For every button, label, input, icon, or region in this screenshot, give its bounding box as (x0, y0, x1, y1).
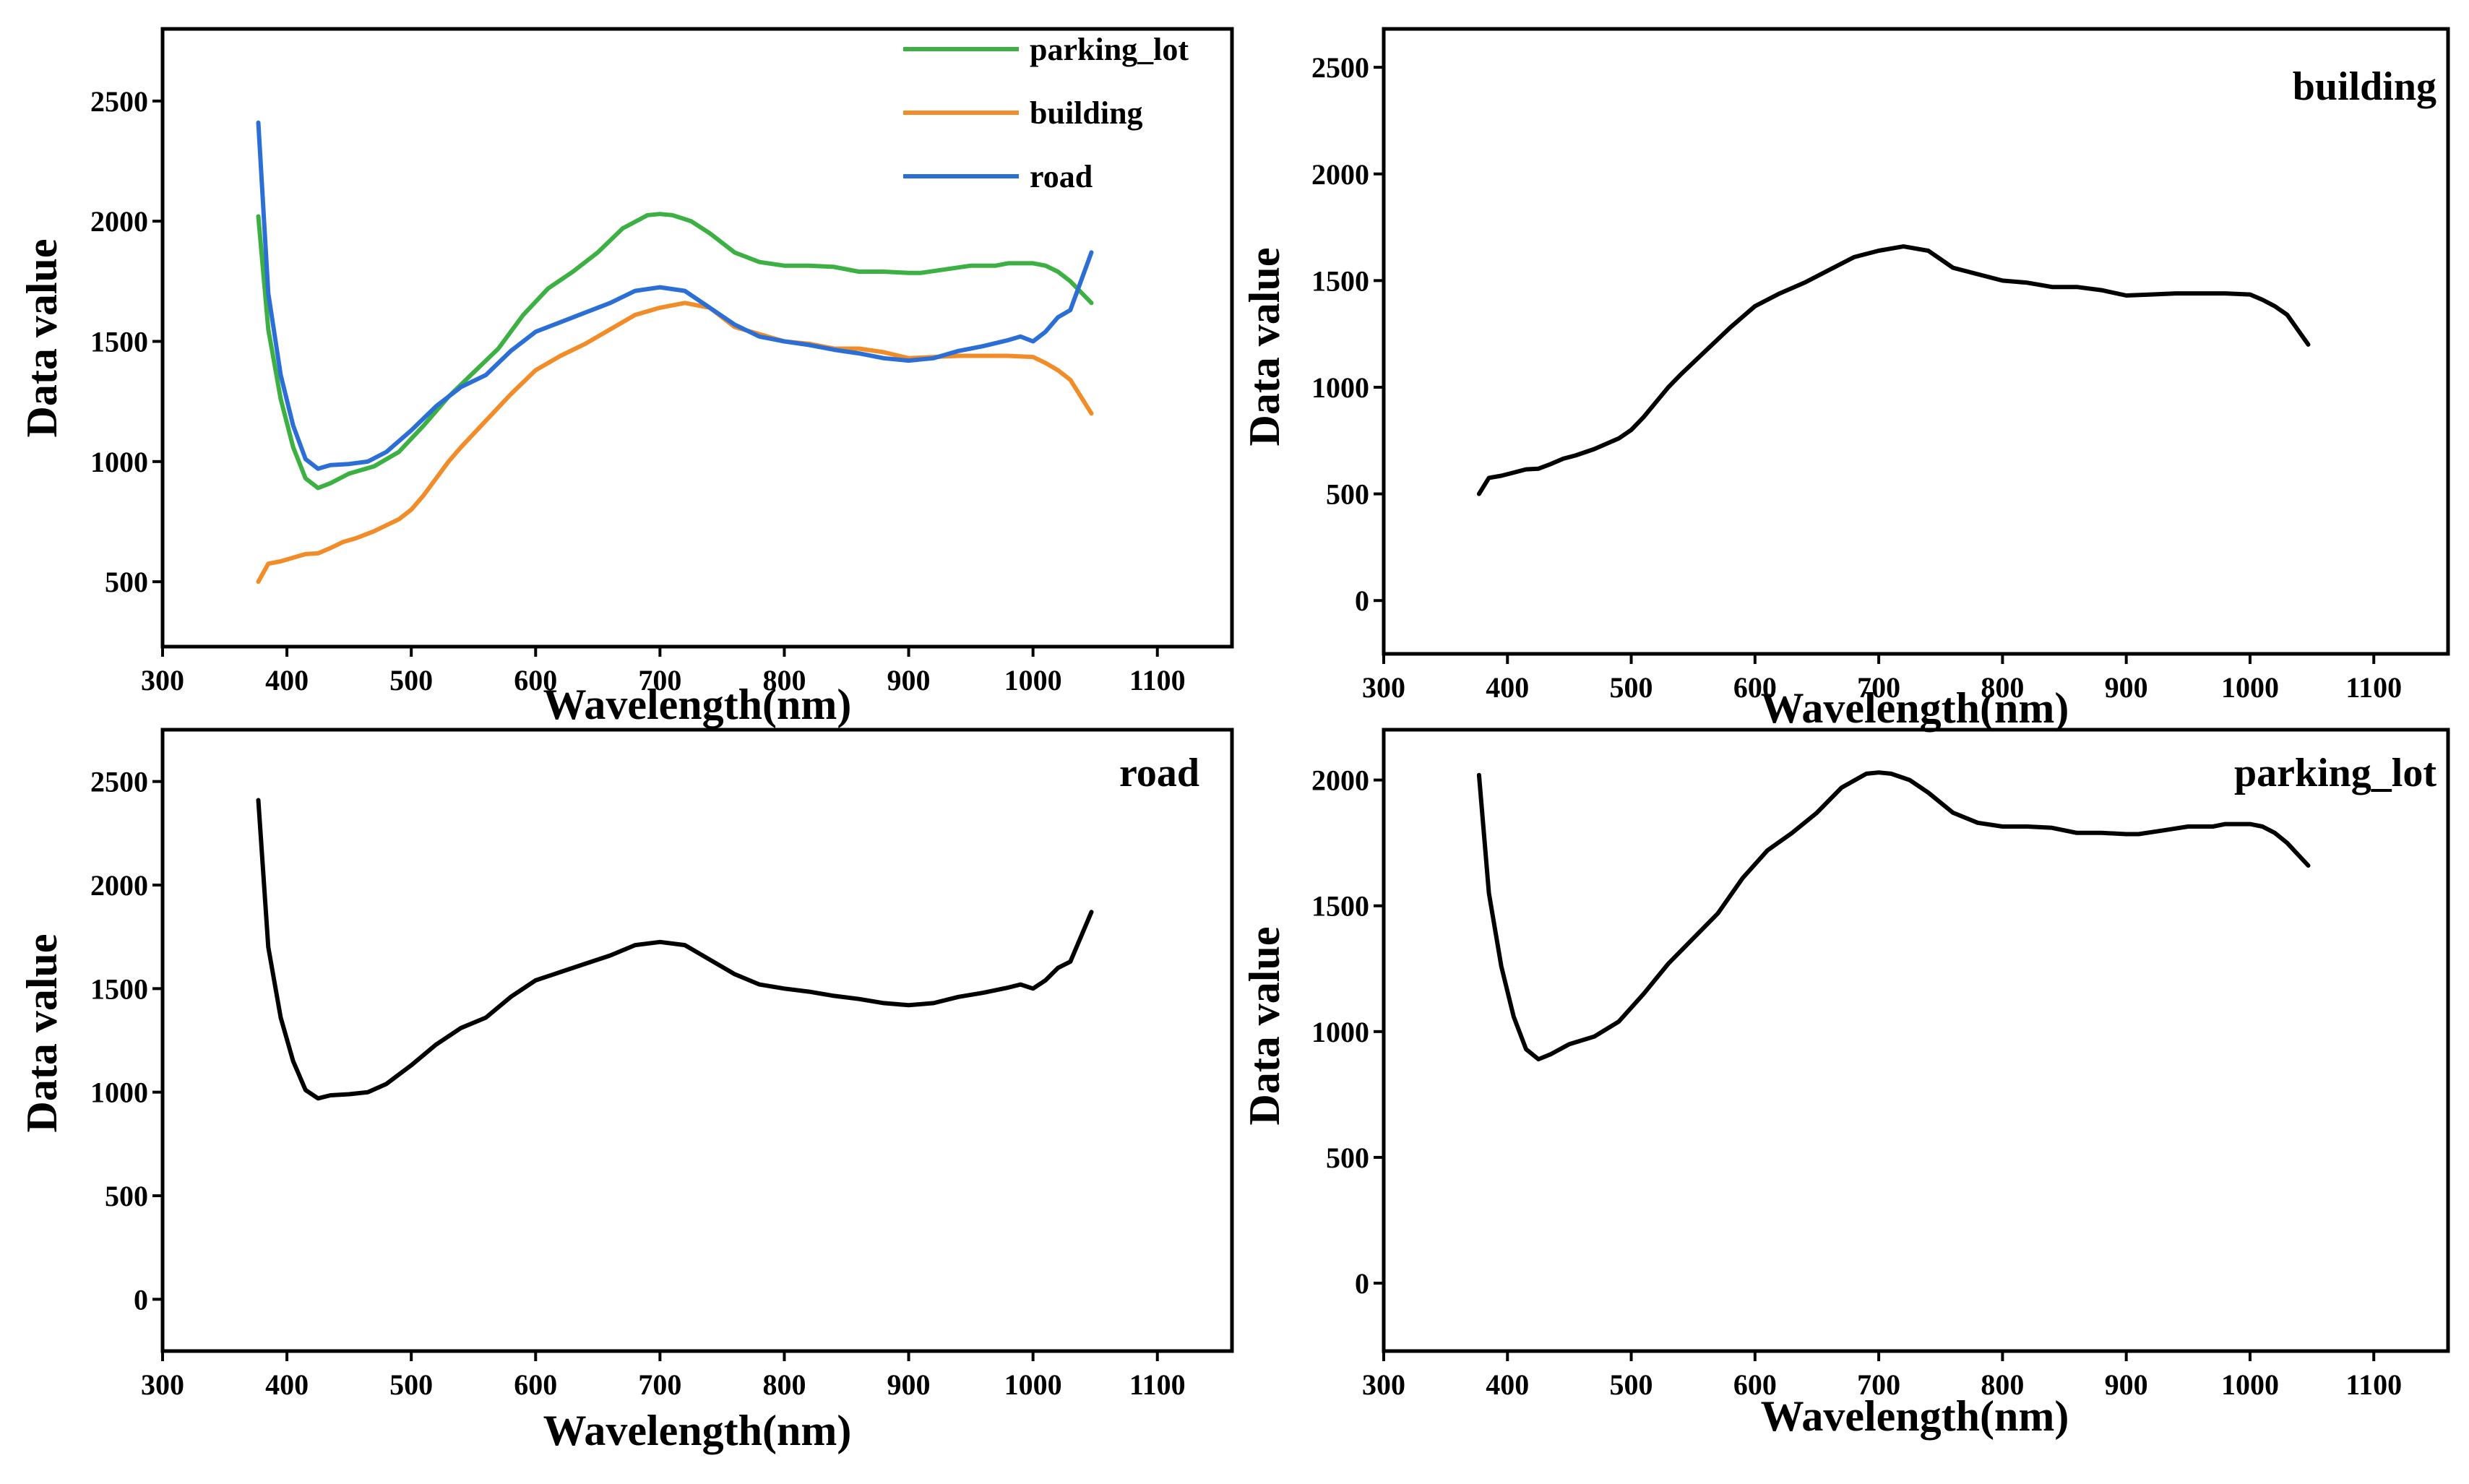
y-tick-label: 2000 (1311, 158, 1369, 191)
x-tick-label: 900 (2105, 1368, 2148, 1401)
series-line-road (256, 120, 1094, 471)
x-tick-label: 900 (887, 1368, 931, 1401)
x-tick-label: 1100 (1129, 1368, 1186, 1401)
panel-title: building (2293, 64, 2436, 109)
x-tick-label: 500 (1610, 1368, 1653, 1401)
x-axis-title: Wavelength(nm) (1761, 684, 2069, 732)
x-tick-label: 700 (638, 1368, 681, 1401)
y-tick-label: 1000 (1311, 1016, 1369, 1048)
x-tick-label: 400 (1486, 671, 1529, 704)
legend-label-building: building (1030, 95, 1143, 131)
y-tick-label: 1500 (1311, 264, 1369, 297)
y-axis-title: Data value (1241, 927, 1288, 1126)
x-tick-label: 1100 (2345, 671, 2402, 704)
series-line-building (1476, 244, 2311, 496)
y-tick-label: 2000 (90, 205, 148, 238)
y-tick-label: 0 (134, 1283, 148, 1316)
y-tick-label: 1500 (1311, 890, 1369, 923)
y-axis-title: Data value (18, 239, 66, 438)
x-axis-title: Wavelength(nm) (543, 1407, 852, 1454)
x-tick-label: 400 (265, 1368, 309, 1401)
y-tick-label: 1000 (90, 1077, 148, 1109)
x-tick-label: 400 (1486, 1368, 1529, 1401)
plot-frame (160, 728, 1234, 1353)
y-tick-label: 1000 (1311, 371, 1369, 404)
y-tick-label: 500 (105, 566, 148, 598)
y-axis-title: Data value (1241, 248, 1288, 447)
x-tick-label: 400 (265, 664, 309, 696)
y-tick-label: 500 (1326, 1142, 1369, 1174)
y-tick-label: 2000 (90, 869, 148, 902)
x-tick-label: 1100 (1129, 664, 1186, 696)
x-tick-label: 700 (1857, 1368, 1900, 1401)
x-tick-label: 500 (389, 1368, 433, 1401)
y-tick-label: 2500 (1311, 51, 1369, 84)
x-tick-label: 300 (1362, 671, 1405, 704)
x-tick-label: 900 (2105, 671, 2148, 704)
legend-label-road: road (1030, 159, 1093, 194)
x-tick-label: 800 (762, 1368, 806, 1401)
x-tick-label: 800 (762, 664, 806, 696)
series-line-parking-lot (1476, 770, 2311, 1062)
y-tick-label: 0 (1355, 584, 1369, 617)
x-axis-title: Wavelength(nm) (1761, 1392, 2069, 1440)
panel-title: parking_lot (2234, 751, 2436, 795)
x-tick-label: 300 (1362, 1368, 1405, 1401)
chart-panel-4: 300 400 500 600 700 800 900 1000 1100 0 500 1000 150… (1241, 728, 2450, 1440)
x-tick-label: 500 (389, 664, 433, 696)
plot-frame (1382, 728, 2450, 1353)
x-tick-label: 1000 (2221, 1368, 2279, 1401)
plot-frame (160, 27, 1234, 649)
legend-label-parking-lot: parking_lot (1030, 32, 1189, 67)
y-tick-label: 500 (1326, 478, 1369, 511)
y-tick-label: 500 (105, 1180, 148, 1212)
chart-panel-1: 300 400 500 600 700 800 900 1000 1100 500 1000 1500… (18, 27, 1234, 728)
x-tick-label: 600 (1733, 1368, 1777, 1401)
series-line-parking-lot (256, 212, 1094, 491)
y-tick-label: 1000 (90, 446, 148, 478)
y-tick-label: 1500 (90, 325, 148, 358)
y-tick-label: 2000 (1311, 764, 1369, 797)
x-tick-label: 300 (141, 1368, 184, 1401)
y-tick-label: 2500 (90, 85, 148, 118)
x-tick-label: 800 (1981, 1368, 2024, 1401)
series-line-road (256, 798, 1094, 1101)
panel-title: road (1119, 751, 1199, 795)
x-tick-label: 600 (514, 664, 557, 696)
y-axis-title: Data value (18, 934, 66, 1133)
x-tick-label: 1100 (2345, 1368, 2402, 1401)
x-tick-label: 1000 (1004, 664, 1062, 696)
series-line-building (256, 301, 1094, 584)
legend: parking_lot building road (903, 32, 1189, 194)
x-tick-label: 1000 (1004, 1368, 1062, 1401)
x-tick-label: 800 (1981, 671, 2024, 704)
x-tick-label: 1000 (2221, 671, 2279, 704)
x-tick-label: 600 (1733, 671, 1777, 704)
x-tick-label: 700 (638, 664, 681, 696)
y-tick-label: 0 (1355, 1267, 1369, 1300)
x-tick-label: 900 (887, 664, 931, 696)
x-axis-title: Wavelength(nm) (543, 681, 852, 728)
x-tick-label: 600 (514, 1368, 557, 1401)
x-tick-label: 700 (1857, 671, 1900, 704)
plot-frame (1382, 27, 2450, 656)
chart-panel-3: 300 400 500 600 700 800 900 1000 1100 0 500 1000 150… (18, 728, 1234, 1454)
y-tick-label: 2500 (90, 766, 148, 798)
y-tick-label: 1500 (90, 972, 148, 1005)
chart-panel-2: 300 400 500 600 700 800 900 1000 1100 0 500 1000 150… (1241, 27, 2450, 732)
x-tick-label: 500 (1610, 671, 1653, 704)
x-tick-label: 300 (141, 664, 184, 696)
